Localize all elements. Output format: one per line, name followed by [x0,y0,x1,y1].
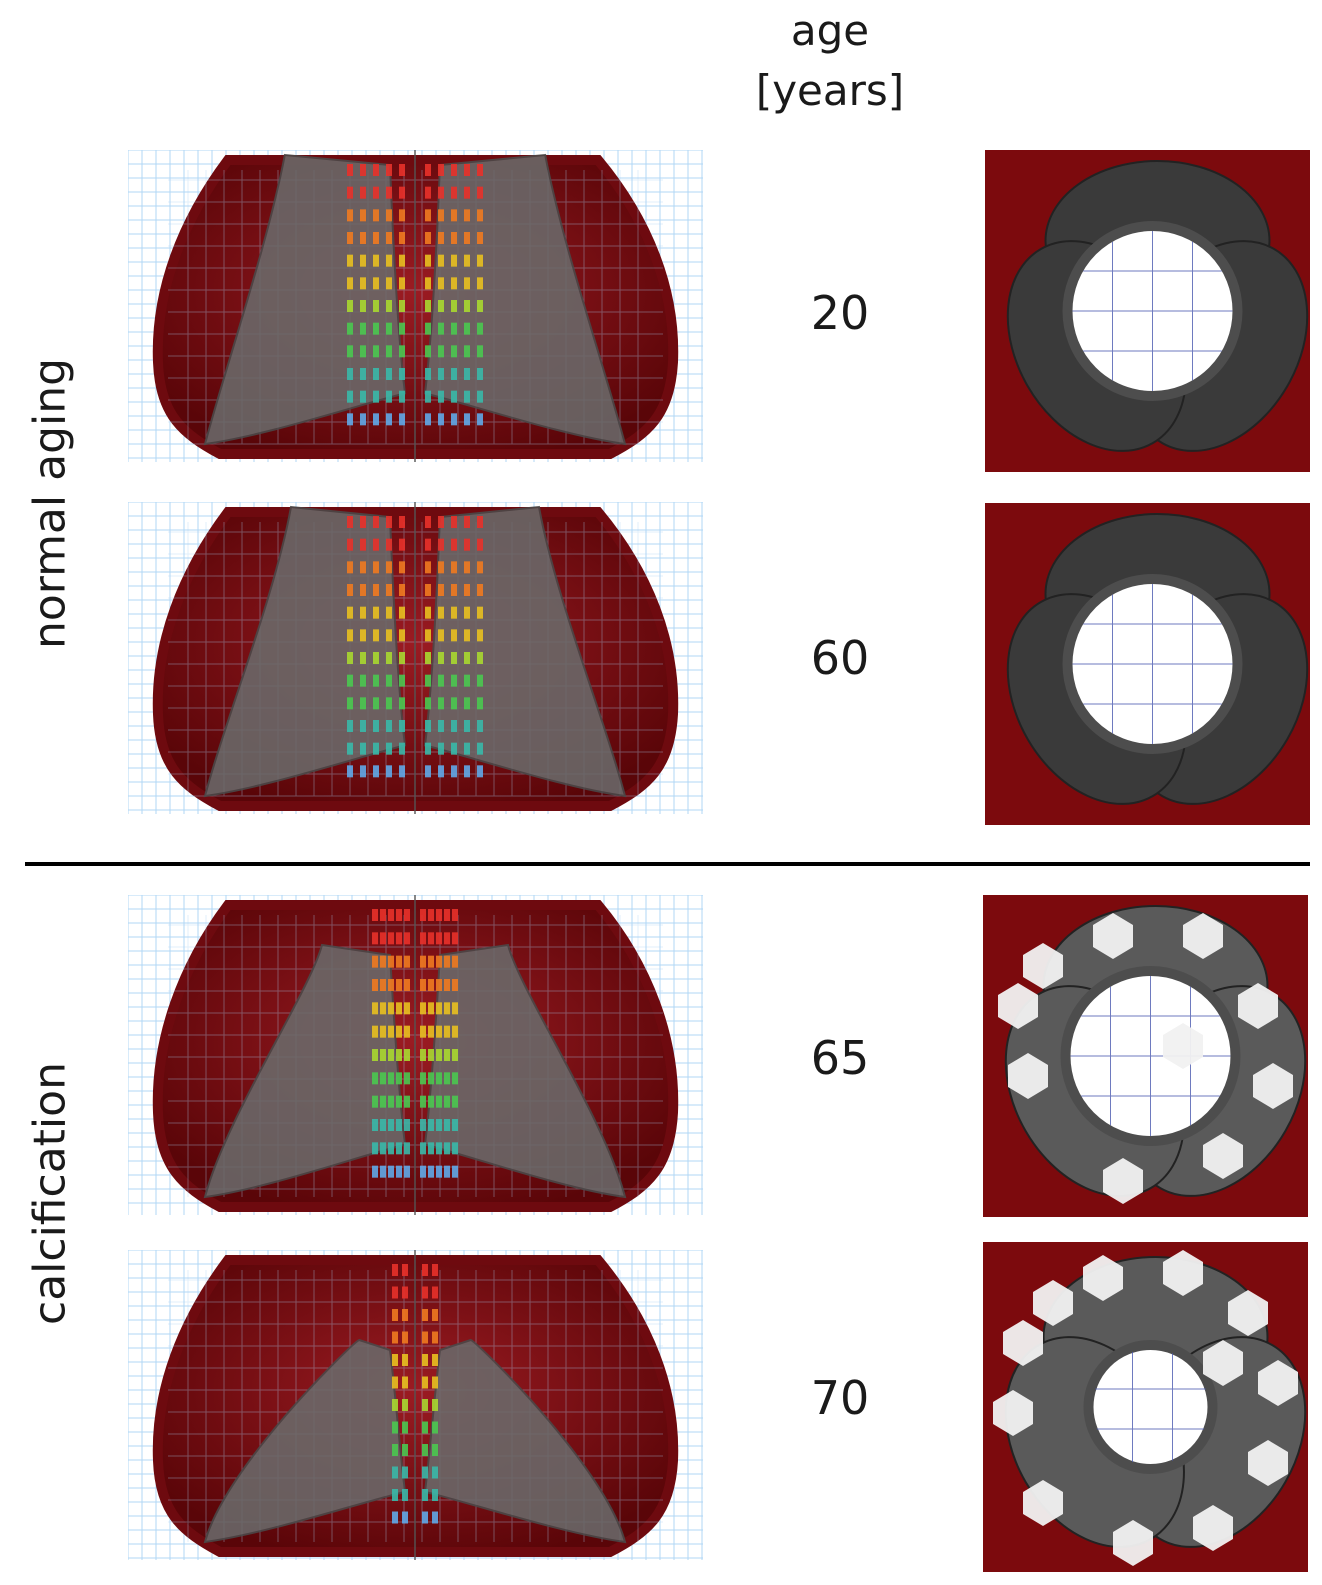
leaflet-right [423,505,627,798]
side-view-svg [128,1250,703,1560]
calcification-patches [993,1250,1298,1566]
leaflet-left [203,505,407,798]
leaflet-left [203,943,407,1199]
side-view-panel-row-2 [128,502,703,814]
side-view-svg [128,150,703,462]
flow-velocity-vectors [392,1264,438,1524]
group-label-normal-aging: normal aging [24,357,76,650]
top-view-svg [983,895,1308,1217]
age-value-row-4: 70 [810,1371,870,1425]
top-view-panel-row-2 [985,503,1310,825]
age-unit-header: [years] [755,66,905,115]
leaflet-left [203,153,407,446]
flow-velocity-vectors [347,164,483,426]
side-view-panel-row-3 [128,895,703,1215]
leaflet-left [203,1338,407,1544]
top-view-panel-row-1 [985,150,1310,472]
side-view-panel-row-1 [128,150,703,462]
side-view-svg [128,502,703,814]
flow-velocity-vectors [347,516,483,778]
side-view-svg [128,895,703,1215]
group-label-calcification: calcification [24,1062,76,1325]
group-divider [25,862,1310,866]
flow-velocity-vectors [372,909,458,1178]
age-value-row-2: 60 [810,631,870,685]
age-header: age [790,6,870,55]
age-value-row-1: 20 [810,286,870,340]
age-value-row-3: 65 [810,1031,870,1085]
leaflet-right [423,943,627,1199]
top-view-panel-row-4 [983,1242,1308,1572]
top-view-svg [985,150,1310,472]
calcification-patches [998,913,1293,1204]
side-view-panel-row-4 [128,1250,703,1560]
leaflet-right [423,1338,627,1544]
valve-orifice [1083,1340,1218,1474]
leaflet-right [423,153,627,446]
top-view-panel-row-3 [983,895,1308,1217]
top-view-svg [983,1242,1308,1572]
top-view-svg [985,503,1310,825]
